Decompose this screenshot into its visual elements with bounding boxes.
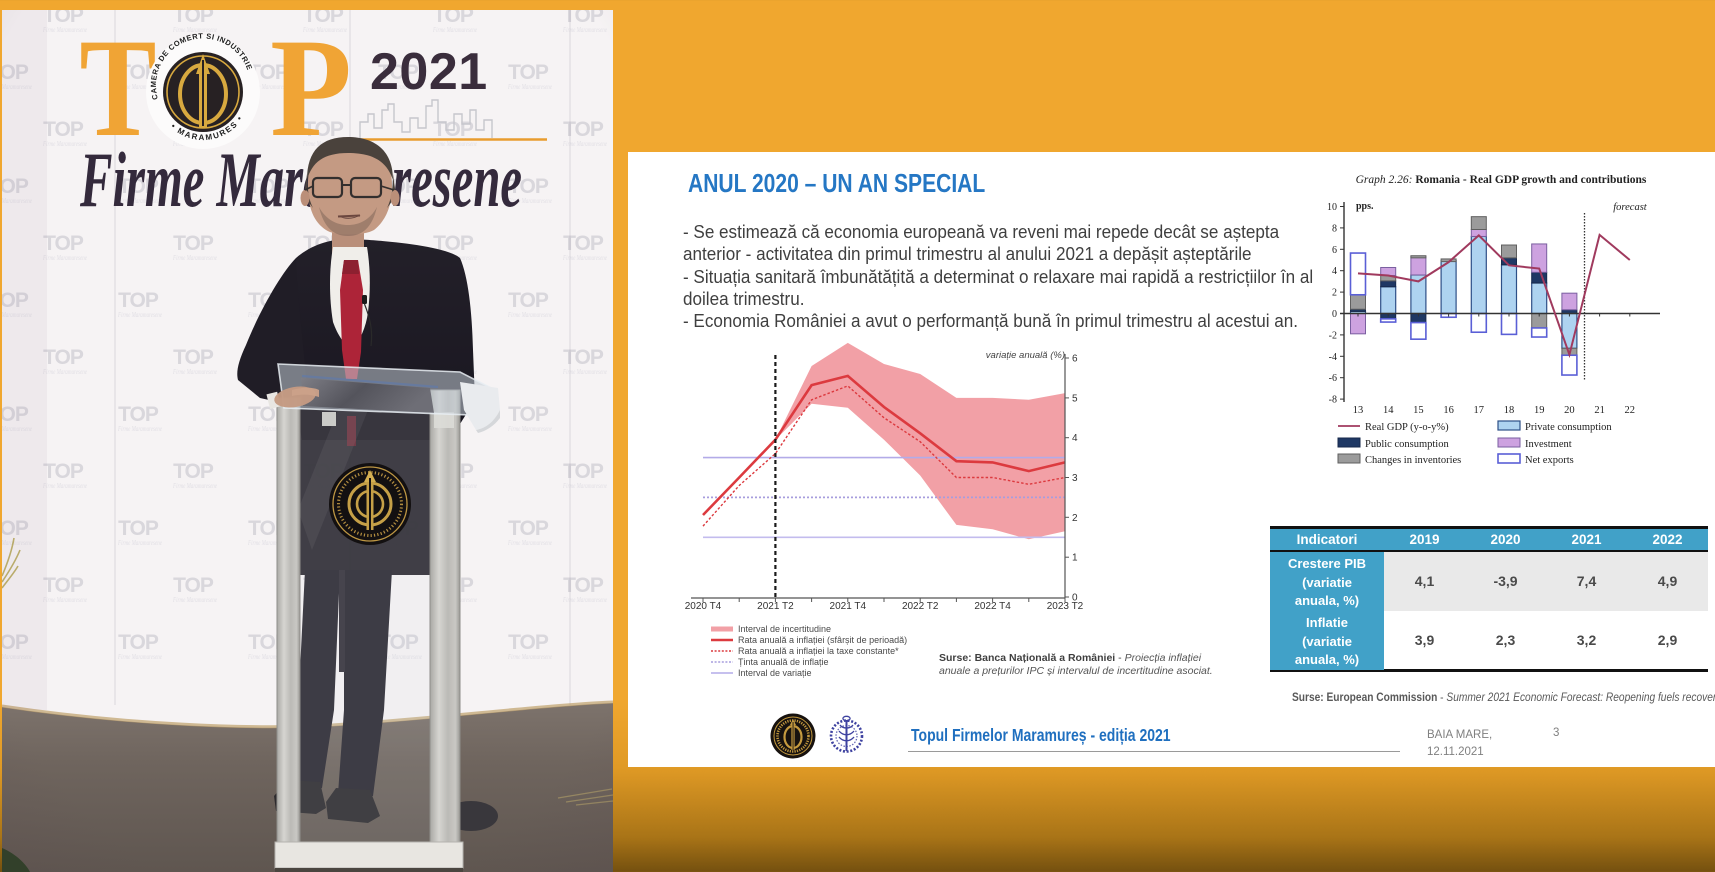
svg-text:-2: -2 (1329, 330, 1337, 341)
svg-text:Public consumption: Public consumption (1365, 439, 1449, 450)
svg-text:6: 6 (1332, 245, 1337, 256)
svg-text:2: 2 (1072, 513, 1078, 524)
svg-text:Investment: Investment (1525, 439, 1572, 450)
svg-text:Ținta anuală de inflație: Ținta anuală de inflație (738, 657, 829, 667)
svg-text:3: 3 (1072, 473, 1078, 484)
svg-text:19: 19 (1534, 405, 1545, 416)
svg-text:4: 4 (1072, 433, 1078, 444)
svg-text:20: 20 (1564, 405, 1575, 416)
svg-text:2021 T2: 2021 T2 (757, 601, 794, 612)
svg-text:10: 10 (1327, 202, 1337, 213)
svg-text:Real GDP (y-o-y%): Real GDP (y-o-y%) (1365, 422, 1449, 433)
svg-text:forecast: forecast (1613, 202, 1648, 213)
svg-text:Surse: Banca Națională a Româ: Surse: Banca Națională a României - Proi… (939, 652, 1202, 664)
svg-text:Changes in inventories: Changes in inventories (1365, 455, 1461, 466)
svg-text:-4: -4 (1329, 352, 1337, 363)
svg-text:Interval de incertitudine: Interval de incertitudine (738, 624, 831, 634)
svg-text:16: 16 (1443, 405, 1454, 416)
svg-text:0: 0 (1332, 309, 1337, 320)
svg-text:13: 13 (1353, 405, 1364, 416)
svg-text:21: 21 (1594, 405, 1605, 416)
svg-text:Net exports: Net exports (1525, 455, 1574, 466)
svg-text:0: 0 (1072, 593, 1078, 604)
svg-text:2020 T4: 2020 T4 (685, 601, 722, 612)
svg-text:Private consumption: Private consumption (1525, 422, 1612, 433)
svg-text:Rata anuală a inflației (sfârș: Rata anuală a inflației (sfârșit de peri… (738, 635, 907, 645)
svg-text:2023 T2: 2023 T2 (1047, 601, 1084, 612)
svg-text:22: 22 (1625, 405, 1636, 416)
svg-text:Rata anuală a inflației la tax: Rata anuală a inflației la taxe constant… (738, 646, 899, 656)
svg-text:Interval de variație: Interval de variație (738, 668, 812, 678)
svg-text:-6: -6 (1329, 373, 1337, 384)
svg-text:2022 T4: 2022 T4 (974, 601, 1011, 612)
svg-text:-8: -8 (1329, 395, 1337, 406)
svg-text:8: 8 (1332, 223, 1337, 234)
svg-text:pps.: pps. (1356, 201, 1374, 212)
svg-text:14: 14 (1383, 405, 1394, 416)
svg-text:1: 1 (1072, 553, 1078, 564)
svg-text:6: 6 (1072, 354, 1078, 365)
svg-text:18: 18 (1504, 405, 1515, 416)
svg-text:4: 4 (1332, 266, 1337, 277)
svg-text:5: 5 (1072, 393, 1078, 404)
svg-text:2022 T2: 2022 T2 (902, 601, 939, 612)
svg-text:2: 2 (1332, 288, 1337, 299)
svg-text:Graph 2.26: Romania - Real GDP: Graph 2.26: Romania - Real GDP growth an… (1356, 174, 1647, 186)
svg-text:2021 T4: 2021 T4 (830, 601, 867, 612)
svg-text:anuale a prețurilor IPC și int: anuale a prețurilor IPC și intervalul de… (939, 665, 1213, 677)
svg-text:15: 15 (1413, 405, 1424, 416)
svg-text:17: 17 (1474, 405, 1485, 416)
svg-text:variație anuală (%): variație anuală (%) (986, 350, 1065, 361)
